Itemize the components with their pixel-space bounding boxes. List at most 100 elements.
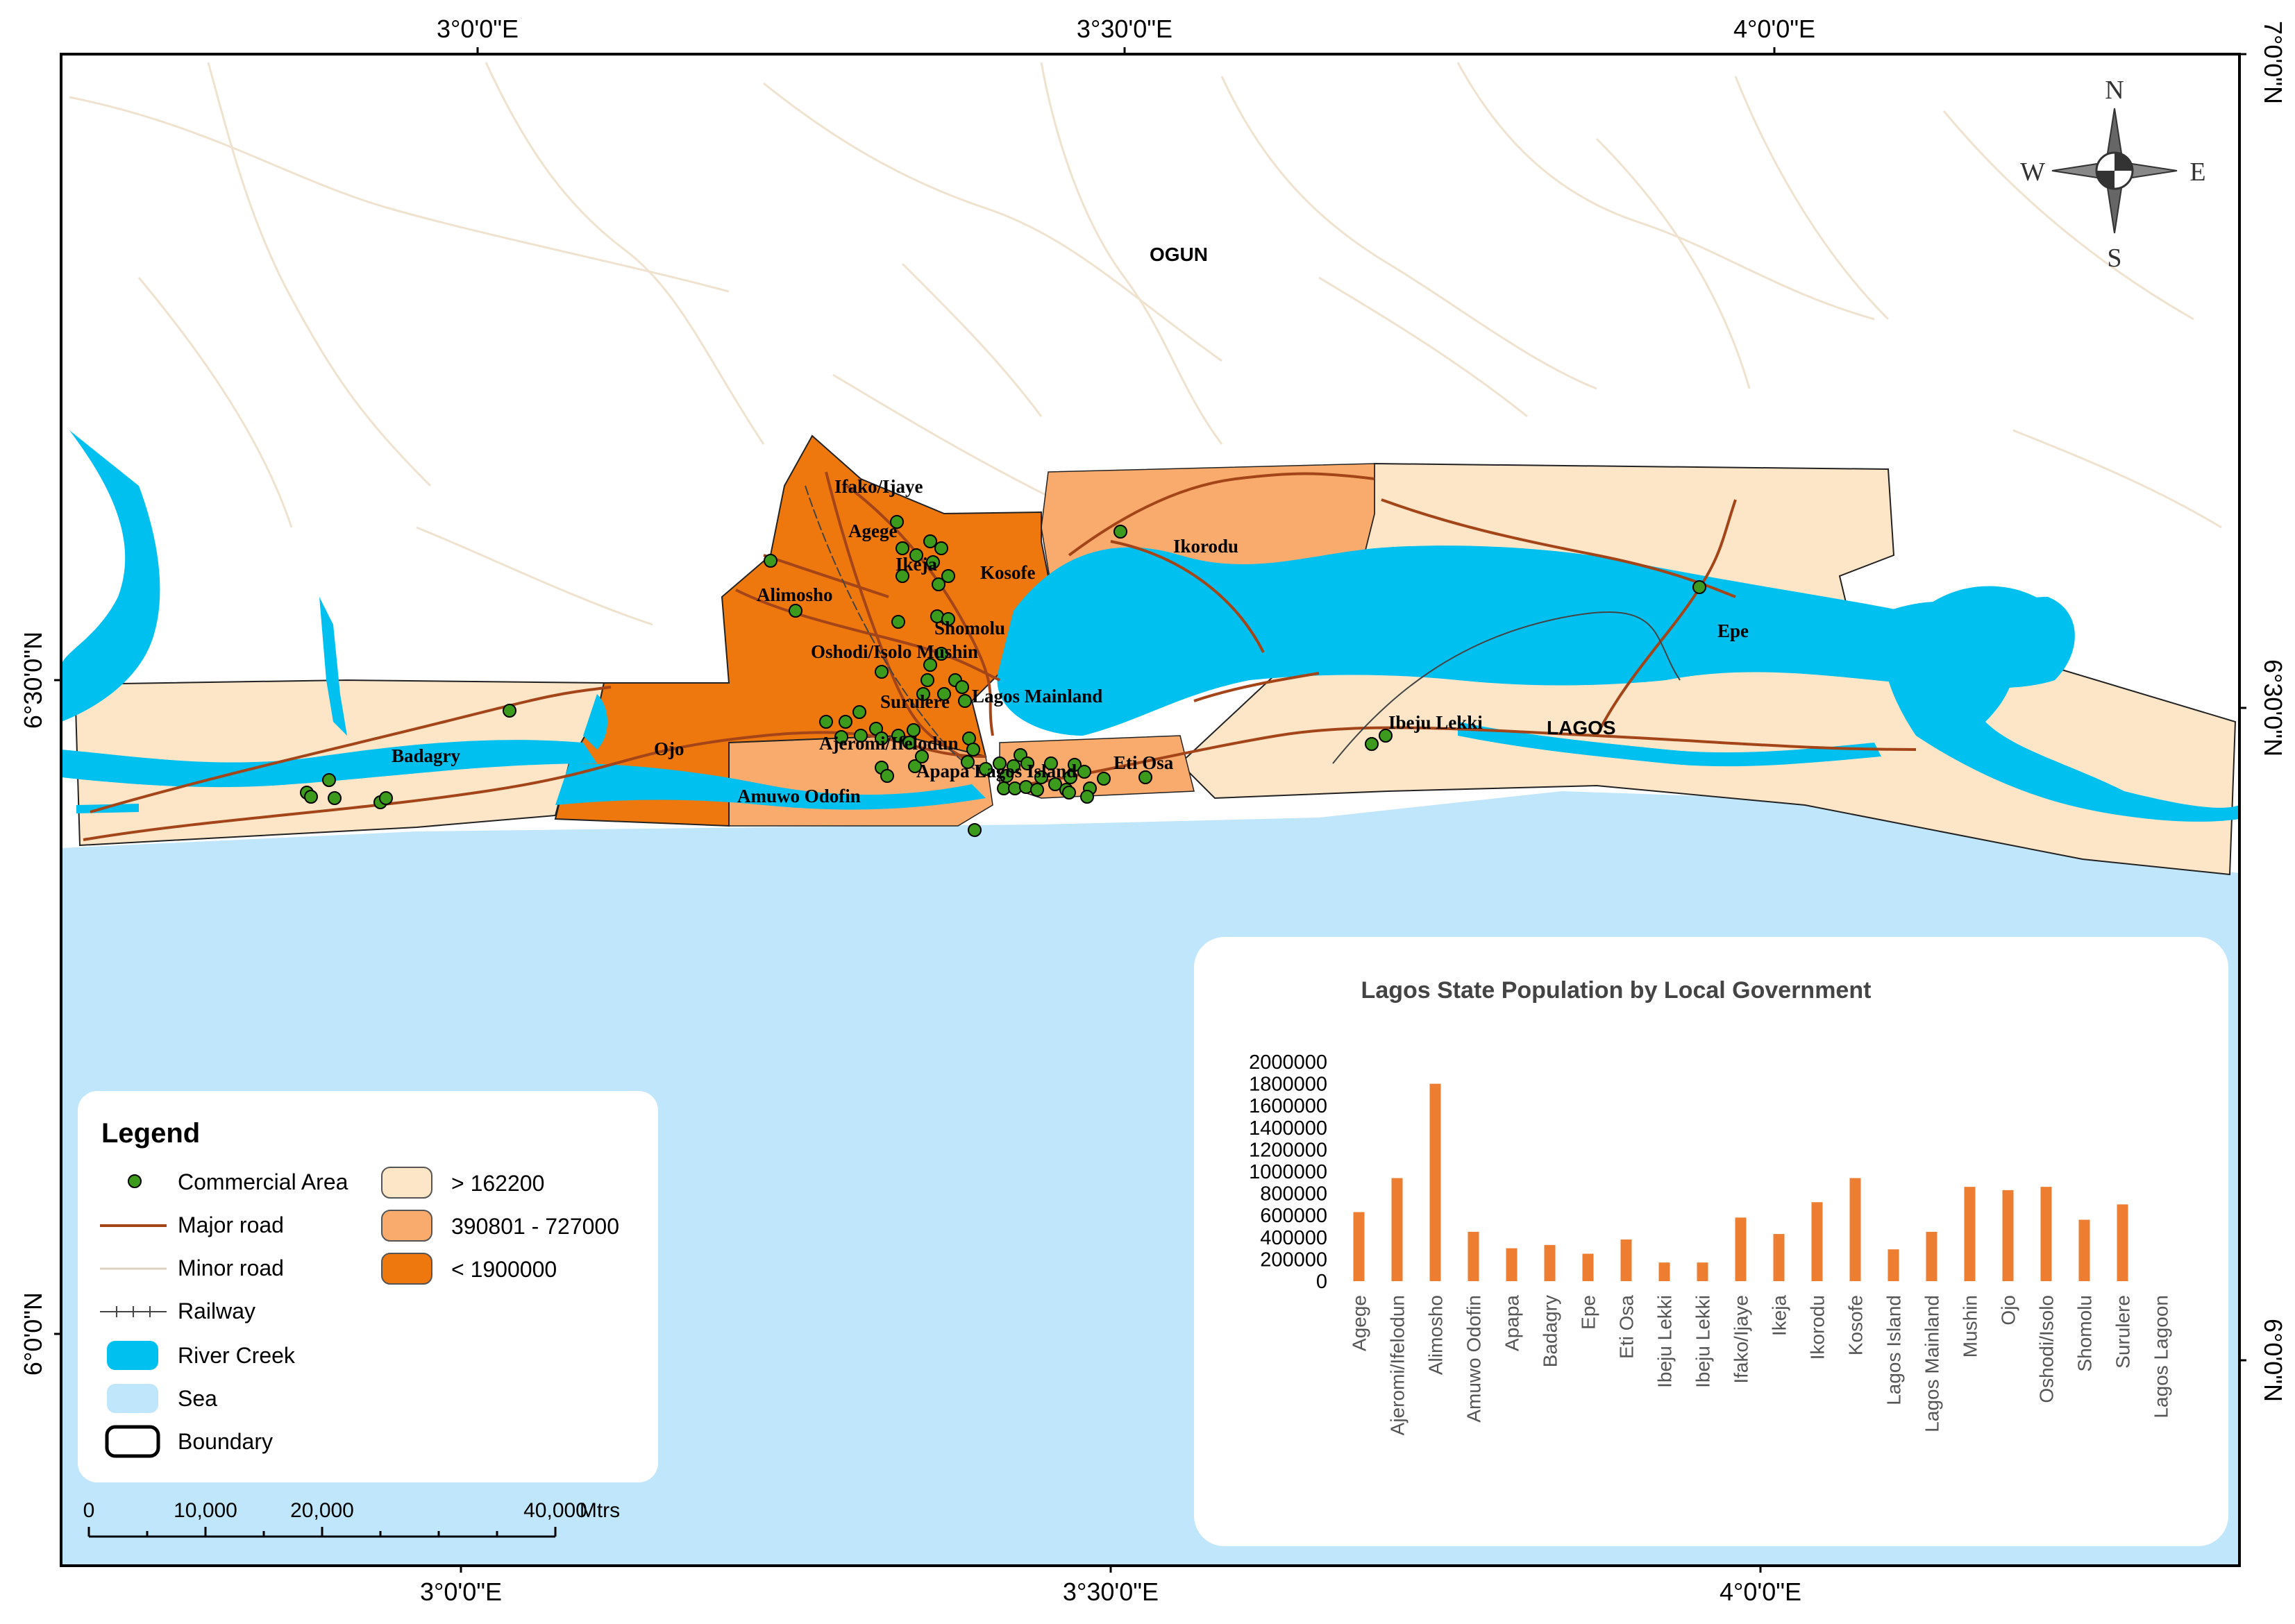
north-arrow-icon (2051, 108, 2178, 234)
legend-class-mid: 390801 - 727000 (451, 1214, 619, 1239)
river-creeks (61, 430, 2239, 822)
scale-unit: Mtrs (580, 1499, 620, 1522)
chart-bar (1773, 1234, 1785, 1281)
chart-bars (1353, 1083, 2128, 1281)
chart-bar (1849, 1178, 1861, 1281)
label-ikeja: Ikeja (896, 554, 937, 575)
chart-y-tick-label: 0 (1316, 1271, 1327, 1293)
label-agege: Agege (848, 521, 897, 541)
chart-y-tick-label: 1600000 (1249, 1095, 1327, 1117)
chart-x-tick-label: Eti Osa (1616, 1295, 1638, 1359)
compass-s: S (2107, 244, 2121, 273)
legend-class-low: > 162200 (451, 1171, 544, 1196)
label-ifako: Ifako/Ijaye (834, 476, 923, 497)
scale-label-0: 0 (83, 1499, 95, 1522)
legend-label-railway: Railway (178, 1299, 255, 1323)
left-lat-label-1: 6°30'0"N (19, 632, 47, 729)
legend-label-river: River Creek (178, 1343, 296, 1368)
top-lon-label-1: 3°0'0"E (437, 15, 519, 43)
label-epe: Epe (1717, 620, 1749, 641)
chart-title: Lagos State Population by Local Governme… (1361, 977, 1872, 1004)
chart-x-tick-label: Amuwo Odofin (1463, 1295, 1485, 1423)
minor-roads (69, 62, 2222, 626)
chart-y-tick-label: 800000 (1260, 1183, 1327, 1206)
chart-bar (1544, 1244, 1556, 1281)
chart-y-tick-label: 1400000 (1249, 1117, 1327, 1140)
legend-panel: Legend Commercial Area Major road Minor … (78, 1091, 658, 1482)
legend-symbol-river (107, 1341, 158, 1370)
label-kosofe: Kosofe (980, 562, 1036, 583)
chart-x-labels: Agege Ajeromi/Ifelodun Alimosho Amuwo Odofi… (1349, 1295, 2172, 1436)
chart-bar (2002, 1190, 2014, 1281)
chart-x-tick-label: Ifako/Ijaye (1731, 1295, 1752, 1384)
top-lon-label-3: 4°0'0"E (1733, 15, 1815, 43)
scale-bar: 0 10,000 20,000 40,000 Mtrs (83, 1499, 620, 1538)
label-oshodi-mushin: Oshodi/Isolo Mushin (811, 641, 978, 662)
chart-x-tick-label: Lagos Mainland (1922, 1295, 1943, 1432)
legend-label-sea: Sea (178, 1386, 217, 1411)
railway-line-east (1332, 611, 1681, 764)
chart-y-tick-label: 600000 (1260, 1205, 1327, 1227)
chart-x-tick-label: Ikeja (1769, 1295, 1790, 1337)
legend-swatch-high (381, 1253, 432, 1285)
chart-x-tick-label: Ikorodu (1807, 1295, 1829, 1360)
chart-bar (1697, 1262, 1708, 1281)
chart-x-tick-label: Epe (1578, 1295, 1599, 1330)
compass-w: W (2020, 158, 2045, 187)
chart-y-tick-label: 1000000 (1249, 1161, 1327, 1183)
chart-bar (1468, 1231, 1479, 1281)
chart-bar (1620, 1239, 1632, 1281)
chart-bar (1391, 1178, 1403, 1281)
legend-symbol-boundary (105, 1425, 160, 1458)
compass-n: N (2105, 76, 2124, 105)
label-ogun: OGUN (1150, 244, 1208, 265)
chart-bar (1735, 1217, 1747, 1281)
chart-x-tick-label: Ibeju Lekki (1654, 1295, 1676, 1388)
label-amuwo: Amuwo Odofin (737, 786, 861, 806)
scale-label-40000: 40,000 (523, 1499, 587, 1522)
top-lon-label-2: 3°30'0"E (1077, 15, 1172, 43)
label-ibeju: Ibeju Lekki (1388, 712, 1483, 733)
label-lagos-mainland: Lagos Mainland (972, 686, 1102, 707)
chart-x-tick-label: Oshodi/Isolo (2036, 1295, 2058, 1403)
legend-label-minor-road: Minor road (178, 1255, 284, 1280)
legend-swatch-low (381, 1167, 432, 1199)
chart-y-tick-label: 2000000 (1249, 1051, 1327, 1074)
chart-x-tick-label: Ajeromi/Ifelodun (1387, 1295, 1409, 1435)
label-lagos: LAGOS (1547, 717, 1616, 738)
right-lat-label-3: 6°0'0"N (2259, 1319, 2287, 1402)
chart-bar (2078, 1219, 2090, 1281)
chart-panel: Lagos State Population by Local Governme… (1194, 937, 2228, 1546)
label-ojo: Ojo (654, 738, 684, 759)
graticule-ticks (54, 47, 2246, 1573)
chart-bar (2040, 1187, 2052, 1281)
legend-class-high: < 1900000 (451, 1257, 557, 1282)
bottom-lon-label-1: 3°0'0"E (420, 1578, 502, 1606)
bottom-lon-label-2: 3°30'0"E (1063, 1578, 1159, 1606)
chart-bar (1926, 1231, 1937, 1281)
chart-y-tick-label: 200000 (1260, 1249, 1327, 1271)
chart-y-tick-label: 1800000 (1249, 1074, 1327, 1096)
bottom-lon-label-3: 4°0'0"E (1720, 1578, 1801, 1606)
chart-bar (2117, 1204, 2128, 1281)
chart-x-tick-label: Agege (1349, 1295, 1370, 1351)
chart-bar (1353, 1212, 1365, 1281)
chart-x-tick-label: Apapa (1502, 1295, 1523, 1351)
chart-x-tick-label: Badagry (1540, 1295, 1561, 1367)
chart-bar (1429, 1083, 1441, 1281)
chart-bar (1506, 1248, 1518, 1281)
chart-bar (1964, 1187, 1976, 1281)
chart-y-axis: 0200000400000600000800000100000012000001… (1249, 1051, 1327, 1293)
compass-e: E (2189, 158, 2205, 187)
label-ajeromi: Ajeromi/Ifelodun (819, 733, 959, 754)
label-eti-osa: Eti Osa (1113, 752, 1174, 773)
chart-bar (1811, 1202, 1823, 1281)
chart-x-tick-label: Kosofe (1845, 1295, 1867, 1355)
legend-label-major-road: Major road (178, 1212, 284, 1237)
label-badagry: Badagry (392, 745, 461, 766)
scale-label-20000: 20,000 (290, 1499, 354, 1522)
legend-symbol-sea (107, 1384, 158, 1413)
right-lat-label-1: 7°0'0"N (2259, 21, 2287, 104)
region-high-central (554, 434, 1057, 827)
